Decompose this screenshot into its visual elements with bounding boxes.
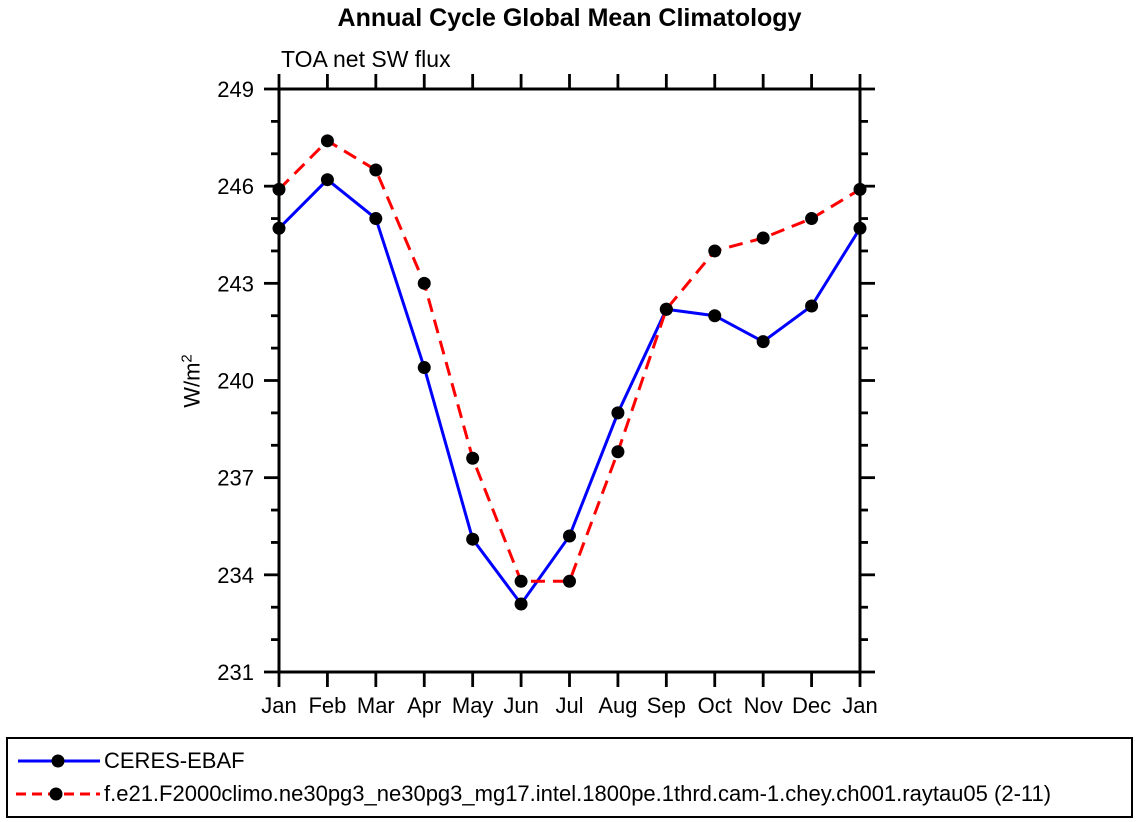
data-point-marker-ceres-ebaf	[417, 361, 431, 375]
x-tick-label: Oct	[698, 693, 732, 718]
legend-label-ceres-ebaf: CERES-EBAF	[104, 748, 245, 773]
data-point-marker-f-e21-f2000climo-ne30pg3	[320, 134, 334, 148]
y-tick-label: 237	[217, 466, 254, 491]
data-point-marker-f-e21-f2000climo-ne30pg3	[805, 212, 819, 226]
x-tick-label: Mar	[357, 693, 395, 718]
legend-label-model-run: f.e21.F2000climo.ne30pg3_ne30pg3_mg17.in…	[104, 781, 1052, 806]
legend-line-sample-dashed	[16, 787, 100, 801]
x-tick-label: Jun	[503, 693, 538, 718]
x-tick-label: Feb	[308, 693, 346, 718]
legend-item-ceres-ebaf: CERES-EBAF	[16, 748, 1131, 774]
data-point-marker-ceres-ebaf	[563, 529, 576, 543]
data-point-marker-ceres-ebaf	[756, 335, 770, 349]
legend: CERES-EBAF f.e21.F2000climo.ne30pg3_ne30…	[6, 737, 1133, 818]
data-point-marker-ceres-ebaf	[369, 212, 383, 226]
data-point-marker-f-e21-f2000climo-ne30pg3	[514, 574, 528, 588]
legend-marker-dot-icon	[51, 754, 65, 768]
data-point-marker-f-e21-f2000climo-ne30pg3	[853, 182, 867, 196]
data-point-marker-f-e21-f2000climo-ne30pg3	[563, 574, 576, 588]
data-point-marker-f-e21-f2000climo-ne30pg3	[417, 276, 431, 290]
data-point-marker-f-e21-f2000climo-ne30pg3	[369, 163, 383, 177]
y-tick-label: 234	[217, 563, 254, 588]
x-tick-label: Jan	[261, 693, 296, 718]
legend-item-model-run: f.e21.F2000climo.ne30pg3_ne30pg3_mg17.in…	[16, 781, 1131, 807]
x-tick-label: Sep	[647, 693, 686, 718]
chart-subtitle: TOA net SW flux	[281, 46, 451, 72]
data-point-marker-ceres-ebaf	[272, 221, 286, 235]
data-point-marker-ceres-ebaf	[611, 406, 625, 420]
x-tick-label: May	[452, 693, 494, 718]
series-line-f-e21-f2000climo-ne30pg3	[277, 138, 861, 583]
data-point-marker-ceres-ebaf	[805, 299, 819, 313]
y-tick-label: 246	[217, 174, 254, 199]
x-tick-label: Apr	[407, 693, 441, 718]
data-point-marker-f-e21-f2000climo-ne30pg3	[756, 231, 770, 245]
chart-title: Annual Cycle Global Mean Climatology	[337, 4, 802, 32]
x-tick-label: Dec	[792, 693, 831, 718]
data-point-marker-ceres-ebaf	[708, 309, 722, 323]
data-point-marker-f-e21-f2000climo-ne30pg3	[466, 451, 480, 465]
data-point-marker-f-e21-f2000climo-ne30pg3	[611, 445, 625, 459]
x-tick-label: Jan	[842, 693, 877, 718]
data-point-marker-f-e21-f2000climo-ne30pg3	[272, 182, 286, 196]
x-tick-label: Nov	[744, 693, 783, 718]
data-point-marker-ceres-ebaf	[514, 597, 528, 611]
legend-line-sample-solid	[18, 754, 100, 768]
data-point-marker-ceres-ebaf	[853, 221, 867, 235]
x-tick-label: Aug	[598, 693, 637, 718]
y-tick-label: 243	[217, 271, 254, 296]
y-tick-label: 231	[217, 660, 254, 685]
legend-marker-dot-icon	[49, 787, 63, 801]
plot-frame	[277, 87, 862, 674]
data-point-marker-ceres-ebaf	[320, 173, 334, 187]
x-tick-label: Jul	[555, 693, 583, 718]
data-point-marker-f-e21-f2000climo-ne30pg3	[659, 302, 673, 316]
data-point-marker-f-e21-f2000climo-ne30pg3	[708, 244, 722, 258]
y-tick-label: 249	[217, 77, 254, 102]
y-tick-label: 240	[217, 369, 254, 394]
data-point-marker-ceres-ebaf	[466, 532, 480, 546]
